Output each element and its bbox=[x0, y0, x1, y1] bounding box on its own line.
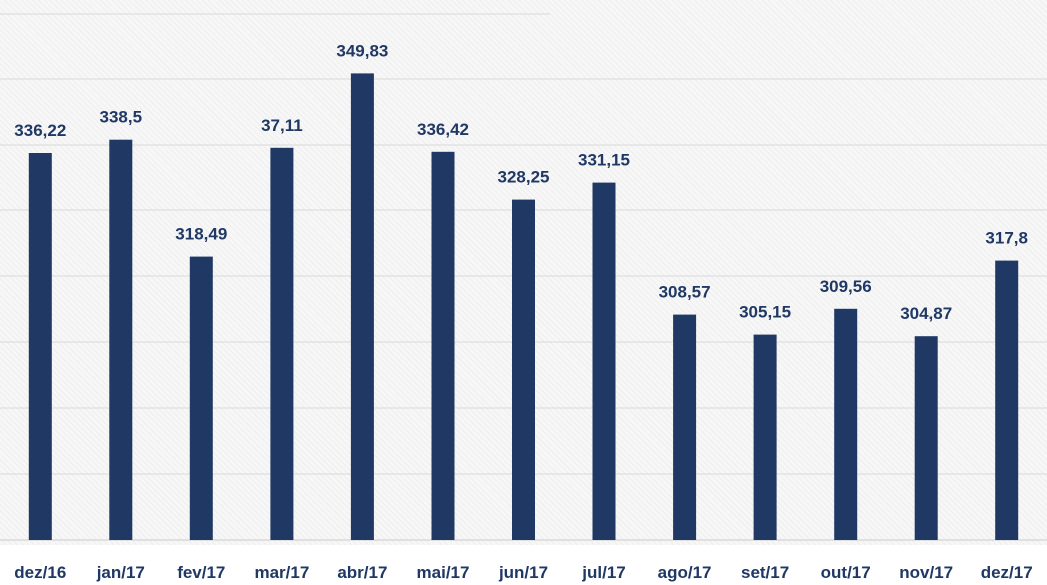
data-label: 336,42 bbox=[417, 120, 469, 139]
category-label: nov/17 bbox=[899, 563, 953, 582]
bar-jan-17 bbox=[109, 139, 133, 540]
category-label: abr/17 bbox=[337, 563, 387, 582]
category-label: dez/17 bbox=[981, 563, 1033, 582]
data-label: 37,11 bbox=[261, 116, 303, 135]
data-label: 338,5 bbox=[100, 108, 143, 127]
data-label: 349,83 bbox=[336, 41, 388, 60]
bar-out-17 bbox=[834, 308, 858, 540]
bar-ago-17 bbox=[673, 314, 697, 540]
category-label: ago/17 bbox=[658, 563, 712, 582]
bar-fev-17 bbox=[189, 256, 213, 540]
category-label: jan/17 bbox=[96, 563, 145, 582]
data-labels: 336,22 338,5 318,49 37,11 349,83 336,42 328,25… bbox=[14, 41, 1028, 323]
data-label: 309,56 bbox=[820, 277, 872, 296]
data-label: 328,25 bbox=[498, 168, 550, 187]
bar-dez-16 bbox=[28, 153, 52, 540]
bar-jul-17 bbox=[592, 182, 616, 540]
bar-mar-17 bbox=[270, 147, 294, 541]
bar-jun-17 bbox=[512, 199, 535, 540]
category-label: set/17 bbox=[741, 563, 789, 582]
bars bbox=[28, 73, 1019, 541]
category-label: dez/16 bbox=[14, 563, 66, 582]
category-label: mai/17 bbox=[417, 563, 470, 582]
data-label: 336,22 bbox=[14, 121, 66, 140]
category-label: jul/17 bbox=[581, 563, 625, 582]
data-label: 318,49 bbox=[175, 225, 227, 244]
bar-set-17 bbox=[753, 334, 777, 540]
data-label: 305,15 bbox=[739, 303, 791, 322]
category-label: out/17 bbox=[821, 563, 871, 582]
data-label: 317,8 bbox=[985, 229, 1028, 248]
category-label: mar/17 bbox=[254, 563, 309, 582]
bar-nov-17 bbox=[914, 336, 938, 540]
category-label: jun/17 bbox=[498, 563, 548, 582]
bar-dez-17 bbox=[995, 260, 1019, 540]
category-labels: dez/16 jan/17 fev/17 mar/17 abr/17 mai/17 jun/… bbox=[14, 563, 1032, 582]
data-label: 331,15 bbox=[578, 151, 630, 170]
bar-mai-17 bbox=[431, 151, 455, 541]
data-label: 308,57 bbox=[659, 283, 711, 302]
category-label: fev/17 bbox=[177, 563, 225, 582]
bar-abr-17 bbox=[350, 73, 374, 541]
data-label: 304,87 bbox=[900, 304, 952, 323]
